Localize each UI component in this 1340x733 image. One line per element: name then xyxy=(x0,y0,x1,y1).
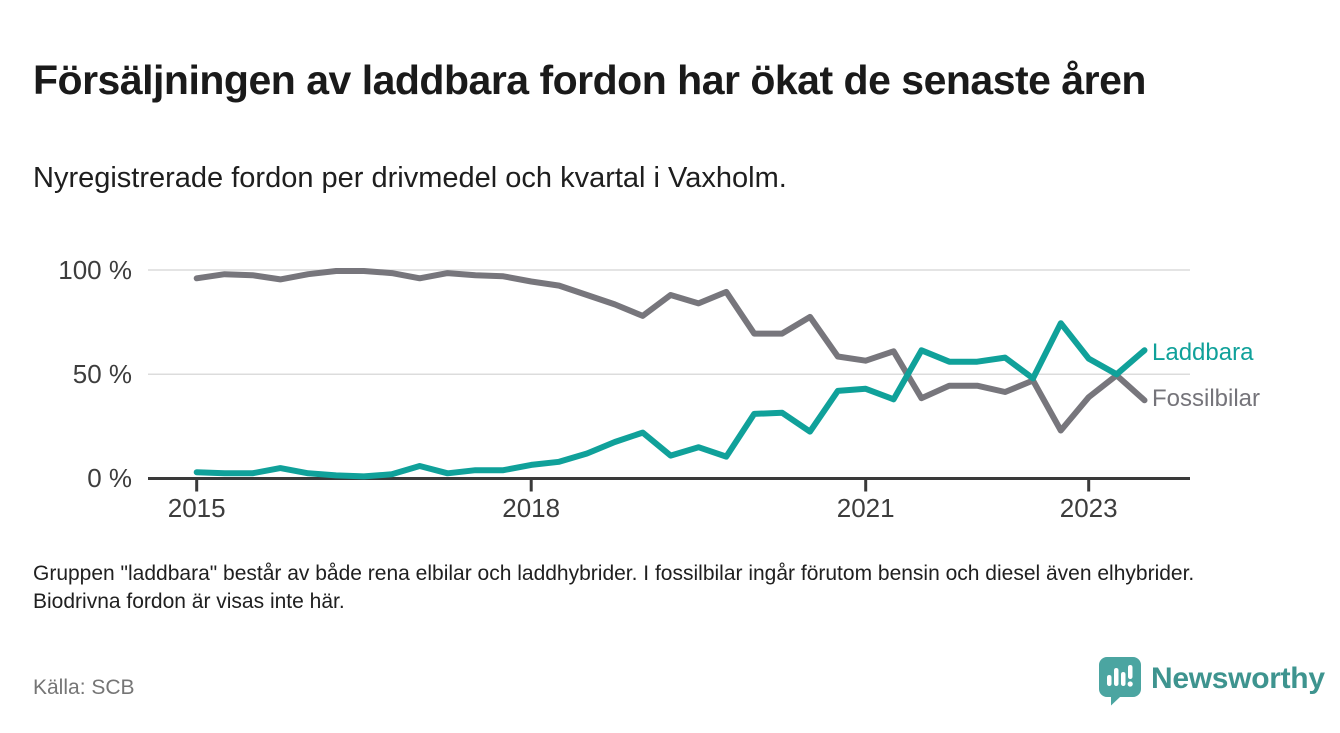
x-axis-label-2015: 2015 xyxy=(167,493,226,523)
footnote: Gruppen "laddbara" består av både rena e… xyxy=(33,562,1195,613)
page-subtitle: Nyregistrerade fordon per drivmedel och … xyxy=(33,162,787,194)
newsworthy-logo-icon xyxy=(1099,657,1141,706)
page-title: Försäljningen av laddbara fordon har öka… xyxy=(33,57,1146,104)
source-label: Källa: SCB xyxy=(33,676,135,699)
x-axis-label-2021: 2021 xyxy=(836,493,895,523)
y-axis-label-100: 100 % xyxy=(58,255,132,285)
series-label-fossilbilar: Fossilbilar xyxy=(1152,385,1261,412)
series-label-laddbara: Laddbara xyxy=(1152,339,1254,366)
y-axis-label-0: 0 % xyxy=(87,463,132,493)
y-axis-label-50: 50 % xyxy=(72,359,132,389)
newsworthy-logo-text: Newsworthy xyxy=(1151,662,1325,695)
x-axis-label-2023: 2023 xyxy=(1059,493,1118,523)
x-axis-label-2018: 2018 xyxy=(502,493,561,523)
newsworthy-logo: Newsworthy xyxy=(1098,656,1325,706)
